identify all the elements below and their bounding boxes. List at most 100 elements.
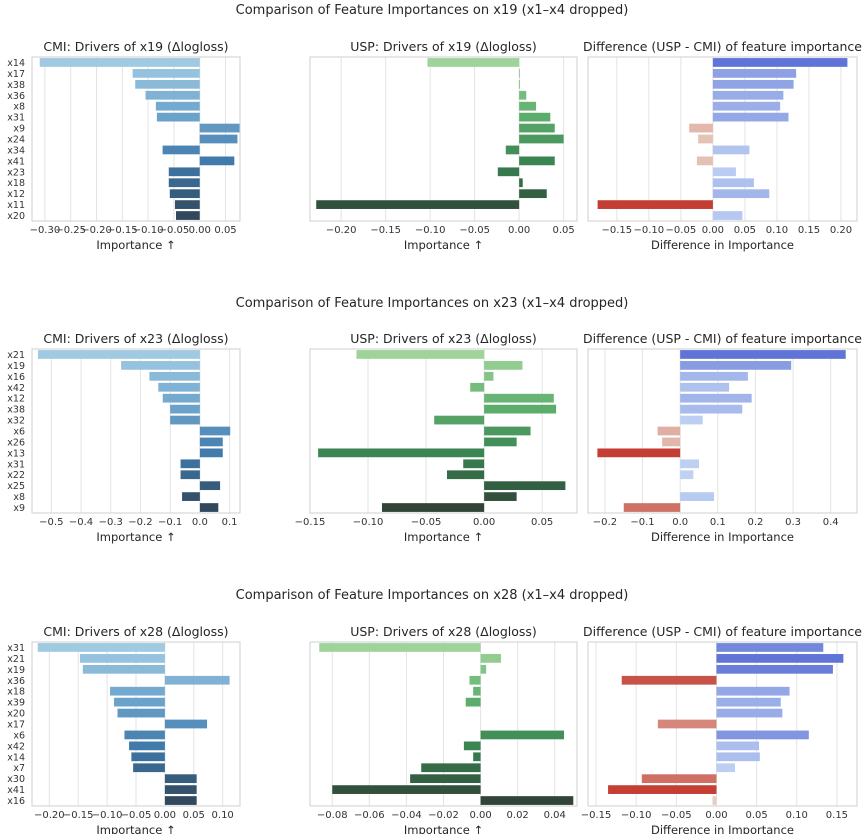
panel-7-bar-x39 <box>114 697 165 707</box>
panel-1-ytick-label: x38 <box>7 80 25 91</box>
panel-7-bar-x6 <box>124 730 165 740</box>
panel-4-ytick-label: x6 <box>13 427 25 438</box>
panel-6-bar-x8 <box>680 492 715 501</box>
panel-9-xtick-label: −0.10 <box>621 810 652 821</box>
panel-5-bar-x31 <box>463 459 485 469</box>
panel-3-bar-x34 <box>712 145 750 155</box>
panel-6-xtick-label: 0.0 <box>672 517 688 528</box>
panel-9-bar-x14 <box>716 752 760 762</box>
panel-8: −0.08 −0.06 −0.04 −0.02 0.00 0.02 0.04 USP: Dri… <box>309 624 578 834</box>
panel-4-ytick-label: x21 <box>7 350 25 361</box>
panel-1-xtick-label: 0.00 <box>189 225 211 236</box>
panel-4-ytick-label: x32 <box>7 416 25 427</box>
panel-4-xtick-label: −0.2 <box>128 517 152 528</box>
panel-3-bar-x24 <box>698 134 713 144</box>
panel-3: −0.15 −0.10 −0.05 0.00 0.05 0.10 0.15 0.20 Diffe… <box>583 39 862 252</box>
panel-2-bar-x11 <box>316 200 520 209</box>
panel-9-title: Difference (USP - CMI) of feature import… <box>583 624 862 639</box>
panel-6-bar-x21 <box>680 350 846 359</box>
panel-9-xtick-label: 0.10 <box>786 810 808 821</box>
panel-6-frame <box>587 348 858 514</box>
panel-7-bar-x30 <box>164 774 197 784</box>
panel-2: −0.20 −0.15 −0.10 −0.05 0.00 0.05 USP: Drivers… <box>309 39 578 252</box>
panel-2-bar-x23 <box>497 167 520 177</box>
panel-4-xtick-label: −0.5 <box>39 517 63 528</box>
panel-3-xtick-label: 0.15 <box>798 225 820 236</box>
row-title-1: Comparison of Feature Importances on x19… <box>236 3 629 18</box>
panel-7-bar-x36 <box>164 675 230 685</box>
panel-1-ytick-label: x17 <box>7 69 25 80</box>
panel-1-bar-x34 <box>162 145 200 155</box>
panel-7-bar-x18 <box>110 686 165 696</box>
panel-7-bar-x42 <box>129 741 165 751</box>
panel-1-xtick-label: 0.05 <box>214 225 236 236</box>
panel-7-ytick-label: x30 <box>7 774 25 785</box>
panel-2-title: USP: Drivers of x19 (Δlogloss) <box>350 39 537 54</box>
panel-6-bar-x38 <box>680 404 743 414</box>
panel-7-xlabel: Importance ↑ <box>96 823 175 834</box>
panel-9: −0.15 −0.10 −0.05 0.00 0.05 0.10 0.15 Differenc… <box>581 624 863 834</box>
chart-panels: −0.30−0.25−0.20−0.15−0.10−0.05 0.00 0.05x1… <box>7 39 862 834</box>
panel-7-bar-x20 <box>117 708 165 718</box>
panel-8-bar-x36 <box>469 675 481 685</box>
panel-1-bar-x9 <box>199 123 240 133</box>
panel-4-xtick-label: −0.1 <box>158 517 182 528</box>
panel-7-xtick-label: 0.10 <box>212 810 234 821</box>
panel-1-ytick-label: x12 <box>7 189 25 200</box>
panel-1-ytick-label: x41 <box>7 156 25 167</box>
panel-7-ytick-label: x42 <box>7 741 25 752</box>
panel-1-ytick-label: x23 <box>7 167 25 178</box>
panel-5-bar-x13 <box>318 448 485 458</box>
panel-8-bar-x16 <box>480 796 574 805</box>
panel-1-bar-x20 <box>176 211 200 220</box>
panel-1: −0.30−0.25−0.20−0.15−0.10−0.05 0.00 0.05 x1… <box>7 39 241 252</box>
panel-2-xtick-label: −0.10 <box>415 225 446 236</box>
panel-8-xtick-label: −0.04 <box>391 810 422 821</box>
panel-4-bar-x21 <box>37 350 200 359</box>
panel-4-ytick-label: x26 <box>7 437 25 448</box>
panel-3-bar-x8 <box>712 101 781 111</box>
panel-7-ytick-label: x17 <box>7 720 25 731</box>
panel-1-bar-x38 <box>135 79 200 89</box>
panel-7: −0.20−0.15−0.10−0.05 0.00 0.05 0.10x31x21x1… <box>7 624 241 834</box>
panel-1-bar-x18 <box>168 178 200 188</box>
panel-3-bar-x18 <box>712 178 754 188</box>
panel-9-xlabel: Difference in Importance <box>651 823 794 834</box>
panel-9-bar-x30 <box>641 774 717 784</box>
panel-1-ytick-label: x24 <box>7 135 25 146</box>
panel-5-xtick-label: −0.05 <box>411 517 442 528</box>
panel-1-ytick-label: x31 <box>7 113 25 124</box>
panel-4-ytick-label: x42 <box>7 383 25 394</box>
panel-1-xtick-label: −0.15 <box>107 225 138 236</box>
panel-4: −0.5 −0.4 −0.3 −0.2 −0.1 0.0 0.1x21x19x16x42x1… <box>7 331 241 544</box>
panel-5-bar-x21 <box>356 350 485 359</box>
row-title-2: Comparison of Feature Importances on x23… <box>236 296 629 311</box>
panel-7-bar-x41 <box>164 785 197 794</box>
panel-7-ytick-label: x6 <box>13 730 25 741</box>
panel-9-bar-x36 <box>621 675 717 685</box>
panel-4-ytick-label: x9 <box>13 503 25 514</box>
panel-4-bar-x31 <box>180 459 200 469</box>
panel-5-bar-x38 <box>484 404 557 414</box>
panel-9-xtick-label: 0.00 <box>705 810 727 821</box>
panel-1-xtick-label: −0.05 <box>159 225 190 236</box>
panel-3-xlabel: Difference in Importance <box>651 238 794 252</box>
panel-5-bar-x9 <box>381 503 485 512</box>
panel-4-bar-x16 <box>149 371 200 381</box>
panel-5-bar-x6 <box>484 426 531 436</box>
panel-1-bar-x11 <box>174 200 200 209</box>
panel-4-ytick-label: x38 <box>7 405 25 416</box>
panel-6-bar-x32 <box>680 415 703 425</box>
panel-8-xtick-label: 0.04 <box>544 810 566 821</box>
panel-8-bar-x7 <box>421 763 481 773</box>
panel-4-ytick-label: x31 <box>7 459 25 470</box>
panel-5-xtick-label: −0.15 <box>295 517 326 528</box>
panel-8-xtick-label: 0.02 <box>507 810 529 821</box>
panel-7-bar-x17 <box>164 719 208 729</box>
panel-5: −0.15 −0.10 −0.05 0.00 0.05 USP: Drivers of x… <box>295 331 578 544</box>
panel-9-bar-x42 <box>716 741 760 751</box>
panel-1-ytick-label: x36 <box>7 91 25 102</box>
panel-9-bar-x16 <box>712 796 717 805</box>
panel-8-frame <box>309 641 578 807</box>
panel-2-xtick-label: −0.20 <box>326 225 357 236</box>
